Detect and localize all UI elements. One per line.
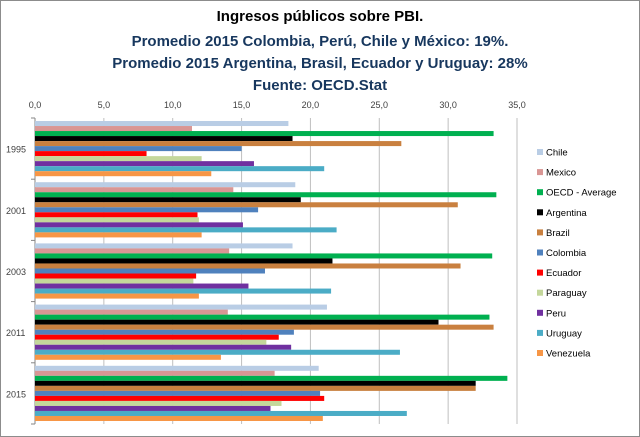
bar-mexico-1995 [35, 126, 192, 132]
legend-swatch [537, 269, 543, 276]
x-tick-label: 20,0 [302, 100, 320, 110]
category-label: 1995 [6, 145, 26, 155]
category-label: 2003 [6, 267, 26, 277]
x-tick-label: 0,0 [29, 100, 42, 110]
bar-colombia-2003 [35, 268, 265, 274]
chart-subtitle-3: Fuente: OECD.Stat [253, 77, 387, 94]
chart-subtitle-2: Promedio 2015 Argentina, Brasil, Ecuador… [112, 55, 527, 72]
bar-argentina-1995 [35, 136, 293, 142]
bar-mexico-2001 [35, 187, 234, 193]
bar-ecuador-2003 [35, 273, 197, 279]
bar-venezuela-2011 [35, 354, 221, 360]
category-label: 2015 [6, 389, 26, 399]
bar-argentina-2011 [35, 319, 439, 325]
legend-swatch [537, 229, 543, 236]
bar-oecd-average-2001 [35, 192, 497, 198]
legend-label: Peru [546, 308, 566, 319]
bar-paraguay-2011 [35, 339, 267, 345]
bar-chile-2011 [35, 304, 327, 310]
legend-label: Paraguay [546, 288, 587, 299]
bar-paraguay-2001 [35, 217, 199, 223]
legend-label: Ecuador [546, 268, 581, 279]
bar-oecd-average-2003 [35, 253, 493, 259]
bar-uruguay-1995 [35, 166, 325, 172]
bar-uruguay-2001 [35, 227, 337, 233]
bar-mexico-2003 [35, 248, 230, 254]
bar-mexico-2011 [35, 309, 228, 315]
chart-subtitle-1: Promedio 2015 Colombia, Perú, Chile y Mé… [132, 33, 509, 50]
bar-ecuador-2001 [35, 212, 198, 218]
bar-chile-1995 [35, 121, 289, 127]
bar-colombia-2011 [35, 329, 294, 335]
category-label: 2011 [6, 328, 25, 338]
bar-peru-2011 [35, 344, 292, 350]
bar-uruguay-2011 [35, 349, 400, 355]
bar-paraguay-1995 [35, 156, 202, 162]
legend-swatch [537, 289, 543, 296]
bar-colombia-2015 [35, 390, 321, 396]
bar-argentina-2001 [35, 197, 301, 203]
bar-ecuador-1995 [35, 151, 147, 157]
legend-swatch [537, 249, 543, 256]
legend-label: Mexico [546, 168, 576, 179]
bar-colombia-2001 [35, 207, 259, 213]
bar-peru-2003 [35, 283, 249, 289]
legend-label: Uruguay [546, 328, 582, 339]
bar-argentina-2003 [35, 258, 333, 264]
bar-oecd-average-2011 [35, 314, 490, 320]
bar-paraguay-2015 [35, 400, 282, 406]
legend-swatch [537, 309, 543, 316]
x-tick-label: 5,0 [98, 100, 111, 110]
legend-swatch [537, 169, 543, 176]
bar-paraguay-2003 [35, 278, 194, 284]
bar-colombia-1995 [35, 146, 242, 152]
bar-brazil-2001 [35, 202, 458, 208]
legend-label: OECD - Average [546, 188, 617, 199]
legend-label: Colombia [546, 248, 587, 259]
legend-label: Argentina [546, 208, 587, 219]
bar-brazil-2003 [35, 263, 461, 269]
bar-uruguay-2003 [35, 288, 332, 294]
bar-brazil-1995 [35, 141, 402, 147]
chart-title: Ingresos públicos sobre PBI. [217, 8, 424, 25]
bar-brazil-2011 [35, 324, 494, 330]
bar-brazil-2015 [35, 385, 476, 391]
legend-swatch [537, 329, 543, 336]
legend-swatch [537, 149, 543, 155]
bar-mexico-2015 [35, 370, 275, 376]
legend-swatch [537, 189, 543, 196]
x-tick-label: 10,0 [164, 100, 182, 110]
bar-ecuador-2015 [35, 395, 325, 401]
x-tick-label: 15,0 [233, 100, 251, 110]
x-tick-label: 30,0 [439, 100, 457, 110]
x-tick-label: 35,0 [508, 100, 526, 110]
bar-peru-2015 [35, 405, 271, 411]
legend-label: Brazil [546, 228, 570, 239]
bar-peru-2001 [35, 222, 243, 228]
bar-chile-2003 [35, 243, 293, 249]
legend-swatch [537, 209, 543, 216]
bar-oecd-average-2015 [35, 375, 508, 381]
bar-venezuela-1995 [35, 171, 212, 177]
bar-chile-2015 [35, 365, 319, 371]
category-label: 2001 [6, 206, 26, 216]
legend-label: Venezuela [546, 349, 591, 360]
bar-venezuela-2001 [35, 232, 202, 238]
bar-peru-1995 [35, 161, 254, 167]
bar-venezuela-2003 [35, 293, 199, 299]
legend-label: Chile [546, 148, 568, 159]
bar-chile-2001 [35, 182, 296, 188]
bar-venezuela-2015 [35, 415, 323, 421]
legend-swatch [537, 350, 543, 356]
bar-ecuador-2011 [35, 334, 279, 340]
x-tick-label: 25,0 [371, 100, 389, 110]
bar-uruguay-2015 [35, 410, 407, 416]
bar-argentina-2015 [35, 380, 476, 386]
bar-oecd-average-1995 [35, 131, 494, 137]
